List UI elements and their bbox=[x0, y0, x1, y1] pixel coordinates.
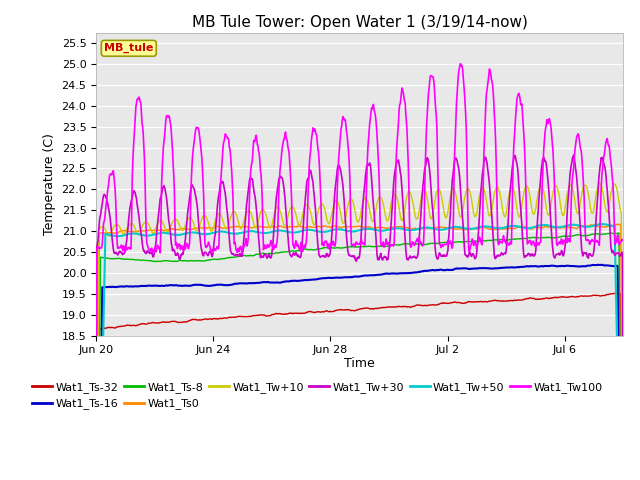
Legend: Wat1_Ts-32, Wat1_Ts-16, Wat1_Ts-8, Wat1_Ts0, Wat1_Tw+10, Wat1_Tw+30, Wat1_Tw+50,: Wat1_Ts-32, Wat1_Ts-16, Wat1_Ts-8, Wat1_… bbox=[28, 378, 607, 414]
Y-axis label: Temperature (C): Temperature (C) bbox=[43, 133, 56, 235]
X-axis label: Time: Time bbox=[344, 357, 375, 370]
Text: MB_tule: MB_tule bbox=[104, 43, 154, 53]
Title: MB Tule Tower: Open Water 1 (3/19/14-now): MB Tule Tower: Open Water 1 (3/19/14-now… bbox=[192, 15, 527, 30]
